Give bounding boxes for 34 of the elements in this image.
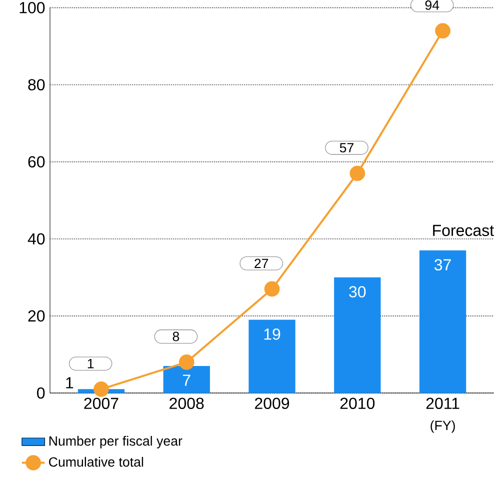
point [264, 281, 280, 297]
data-label: 30 [349, 286, 366, 298]
bar [334, 277, 381, 393]
data-label: 19 [264, 328, 280, 340]
x-tick-label: 2008 [170, 398, 204, 410]
y-tick-label: 40 [28, 233, 45, 245]
data-label: 94 [425, 0, 440, 10]
y-tick-label: 0 [37, 387, 45, 399]
x-tick-label: 2011 [426, 398, 460, 410]
x-tick-label: 2009 [255, 398, 290, 410]
bar [163, 366, 210, 393]
data-label: 1 [88, 359, 94, 368]
data-label: 1 [66, 377, 74, 388]
x-tick-label: 2010 [340, 398, 375, 410]
data-label: 27 [254, 258, 268, 268]
y-tick-label: 20 [28, 310, 45, 322]
data-label: 37 [434, 259, 451, 270]
point [94, 381, 109, 397]
y-tick-label: 60 [28, 156, 45, 168]
y-tick-label: 100 [20, 2, 45, 14]
x-axis-title: (FY) [430, 420, 455, 433]
data-label: 8 [172, 332, 180, 342]
x-tick-label: 2007 [84, 398, 118, 410]
point [178, 354, 194, 370]
point [350, 166, 366, 182]
legend-label: Number per fiscal year [49, 436, 182, 448]
legend-label: Cumulative total [49, 456, 144, 467]
bar [419, 250, 466, 393]
point [435, 23, 450, 38]
y-tick-label: 80 [28, 79, 45, 90]
data-label: 57 [340, 143, 354, 152]
bar [248, 320, 296, 393]
annotation: Forecast [433, 224, 494, 236]
data-label: 7 [182, 374, 190, 386]
